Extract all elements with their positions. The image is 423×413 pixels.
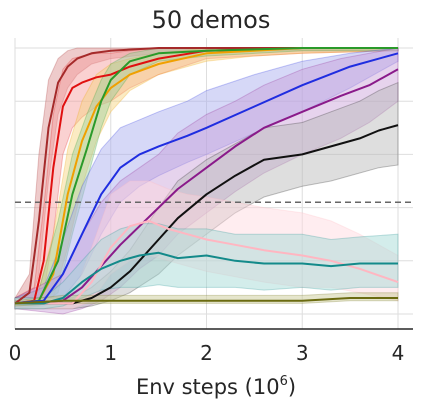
x-tick-label: 4: [392, 341, 405, 365]
series-4-line: [14, 47, 398, 305]
series-3-band: [14, 47, 399, 310]
series-10-line: [14, 297, 398, 305]
x-tick-label: 1: [104, 341, 117, 365]
series-8-band: [14, 180, 399, 310]
confidence-bands: [14, 47, 399, 315]
series-1-line: [14, 47, 398, 305]
grid-layer: [14, 38, 413, 329]
x-tick-labels: 0 1 2 3 4: [9, 341, 405, 365]
series-1-band: [14, 47, 399, 310]
x-tick-label: 2: [200, 341, 213, 365]
x-axis-label: Env steps (106): [136, 374, 296, 399]
series-9-line: [15, 251, 398, 305]
series-4-band: [14, 47, 399, 310]
x-tick-label: 3: [296, 341, 309, 365]
series-5-band: [14, 47, 399, 310]
series-7-line: [15, 124, 399, 305]
x-tick-label: 0: [9, 341, 22, 365]
series-6-line: [14, 68, 399, 305]
series-3-line: [14, 47, 398, 305]
series-5-line: [14, 52, 399, 305]
series-2-band: [14, 47, 399, 310]
series-lines: [14, 47, 399, 305]
series-10-band: [14, 292, 399, 307]
chart-title: 50 demos: [152, 6, 271, 34]
